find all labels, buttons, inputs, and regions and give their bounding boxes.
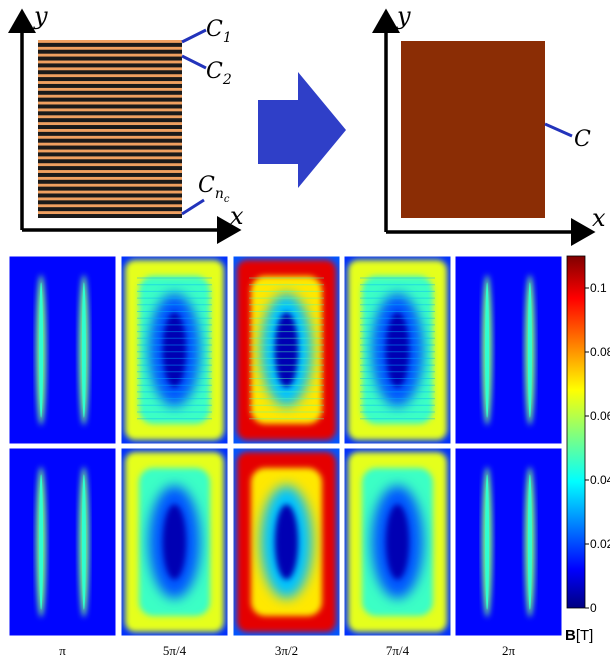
- conductor-strip: [38, 145, 182, 150]
- colorbar-tick-label: 0.04: [590, 473, 610, 487]
- conductor-strip: [38, 111, 182, 116]
- conductor-strip: [38, 200, 182, 205]
- conductor-strip: [38, 70, 182, 75]
- conductor-strip: [38, 77, 182, 82]
- field-map-cell: [8, 255, 117, 445]
- field-map-cell: [120, 447, 229, 637]
- transform-arrow: [258, 72, 346, 188]
- conductor-strip: [38, 207, 182, 212]
- colorbar-tick-label: 0: [590, 601, 597, 615]
- column-labels: π 5π/4 3π/2 7π/4 2π: [59, 643, 515, 658]
- leader-c2: [181, 54, 207, 70]
- colorbar-tick-label: 0.06: [590, 409, 610, 423]
- conductor-strip: [38, 104, 182, 109]
- conductor-strip: [38, 179, 182, 184]
- conductor-strip: [38, 193, 182, 198]
- conductor-strip: [38, 56, 182, 61]
- conductor-strip: [38, 186, 182, 191]
- colorbar-gradient: [566, 255, 586, 609]
- conductor-strip: [38, 83, 182, 88]
- field-map-grid: [8, 255, 563, 637]
- homogenized-conductor-block: [401, 41, 545, 218]
- column-label: 2π: [502, 643, 516, 658]
- conductor-strip: [38, 159, 182, 164]
- field-map-cell: [454, 255, 563, 445]
- field-map-cell: [343, 447, 452, 637]
- label-c1: C1: [206, 17, 232, 46]
- conductor-strip: [38, 131, 182, 136]
- conductor-strip: [38, 90, 182, 95]
- colorbar-tick-label: 0.02: [590, 537, 610, 551]
- conductor-strip: [38, 118, 182, 123]
- label-c: C: [574, 127, 591, 152]
- label-c2: C2: [206, 59, 232, 88]
- field-map-cell: [232, 255, 341, 445]
- conductor-strip: [38, 172, 182, 177]
- conductor-strip: [38, 42, 182, 47]
- conductor-strip: [38, 125, 182, 129]
- right-y-axis-label: y: [396, 2, 411, 30]
- leader-c1: [181, 28, 207, 44]
- conductor-strips: [38, 42, 182, 218]
- label-cnc: Cnc: [198, 173, 230, 205]
- field-map-cell: [343, 255, 452, 445]
- colorbar: 0 0.02 0.04 0.06 0.08 0.1 B[T]: [565, 255, 610, 644]
- column-label: 5π/4: [163, 643, 187, 658]
- colorbar-tick-label: 0.1: [590, 281, 607, 295]
- column-label: 7π/4: [386, 643, 410, 658]
- conductor-strip: [38, 97, 182, 102]
- field-map-cell: [120, 255, 229, 445]
- field-map-cell: [232, 447, 341, 637]
- leader-cnc: [181, 198, 205, 216]
- conductor-strip: [38, 166, 182, 171]
- striped-conductor-panel: y x C1 C2 Cnc: [7, 2, 244, 244]
- column-label: 3π/2: [275, 643, 298, 658]
- conductor-strip: [38, 138, 182, 143]
- conductor-strip: [38, 63, 182, 68]
- right-x-axis-label: x: [592, 204, 606, 232]
- homogenized-conductor-panel: y x C: [372, 2, 606, 246]
- field-map-cell: [8, 447, 117, 637]
- field-map-cell: [454, 447, 563, 637]
- colorbar-ticks: 0 0.02 0.04 0.06 0.08 0.1: [585, 281, 610, 615]
- left-y-axis-label: y: [33, 2, 48, 30]
- colorbar-unit: B[T]: [565, 627, 593, 644]
- conductor-strip: [38, 49, 182, 54]
- leader-c: [544, 122, 573, 138]
- column-label: π: [59, 643, 66, 658]
- colorbar-tick-label: 0.08: [590, 345, 610, 359]
- conductor-strip: [38, 214, 182, 218]
- conductor-strip: [38, 152, 182, 157]
- left-x-axis-label: x: [230, 202, 244, 230]
